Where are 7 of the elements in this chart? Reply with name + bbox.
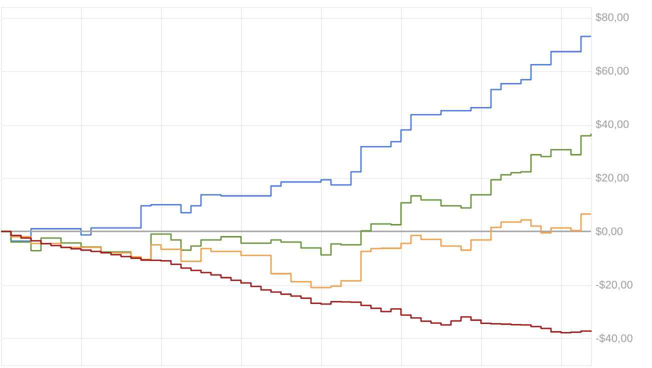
y-tick-label: $0,00 (596, 226, 624, 238)
y-tick-label: $20,00 (596, 172, 630, 184)
y-tick-label: -$40,00 (596, 332, 633, 345)
y-tick-label: -$20,00 (596, 279, 633, 292)
y-tick-label: $80,00 (596, 12, 630, 24)
y-tick-label: $40,00 (596, 119, 630, 132)
y-tick-label: $60,00 (596, 66, 630, 78)
